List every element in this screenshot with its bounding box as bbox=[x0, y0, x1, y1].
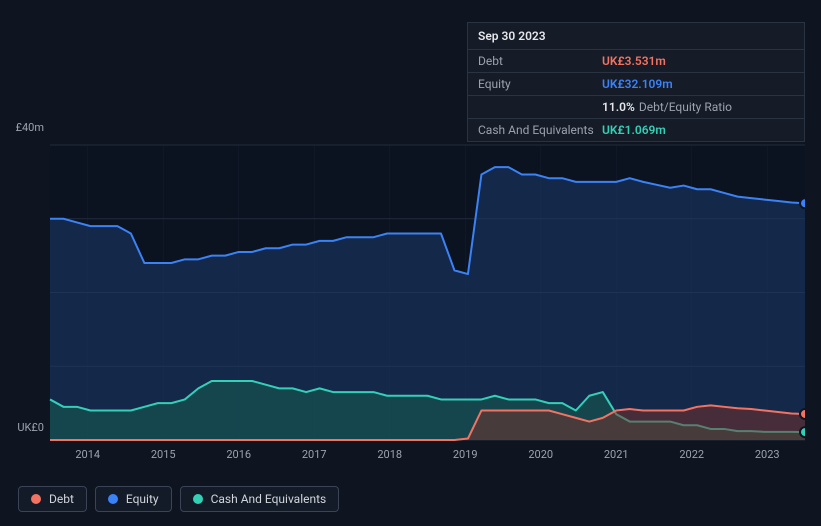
svg-text:2016: 2016 bbox=[226, 448, 251, 461]
tooltip-row-label: Cash And Equivalents bbox=[478, 123, 602, 137]
svg-text:UK£40m: UK£40m bbox=[16, 121, 44, 134]
svg-text:2023: 2023 bbox=[755, 448, 780, 461]
legend-swatch bbox=[193, 494, 203, 504]
svg-text:2022: 2022 bbox=[679, 448, 704, 461]
tooltip-row: Cash And EquivalentsUK£1.069m bbox=[468, 119, 804, 141]
legend-swatch bbox=[108, 494, 118, 504]
svg-text:2014: 2014 bbox=[75, 448, 100, 461]
legend-label: Cash And Equivalents bbox=[211, 492, 327, 506]
chart-tooltip: Sep 30 2023 DebtUK£3.531mEquityUK£32.109… bbox=[467, 22, 805, 142]
svg-text:2019: 2019 bbox=[453, 448, 478, 461]
tooltip-date: Sep 30 2023 bbox=[468, 23, 804, 50]
legend-label: Equity bbox=[126, 492, 159, 506]
tooltip-row-label bbox=[478, 100, 602, 114]
tooltip-row-suffix: Debt/Equity Ratio bbox=[639, 100, 732, 114]
legend-swatch bbox=[31, 494, 41, 504]
svg-text:2017: 2017 bbox=[302, 448, 327, 461]
tooltip-row-value: 11.0% bbox=[602, 100, 635, 114]
tooltip-row: DebtUK£3.531m bbox=[468, 50, 804, 73]
tooltip-row-value: UK£32.109m bbox=[602, 77, 673, 91]
tooltip-row-value: UK£3.531m bbox=[602, 54, 666, 68]
chart-legend: Debt Equity Cash And Equivalents bbox=[18, 486, 339, 512]
tooltip-row: EquityUK£32.109m bbox=[468, 73, 804, 96]
svg-text:2018: 2018 bbox=[377, 448, 402, 461]
tooltip-row: 11.0% Debt/Equity Ratio bbox=[468, 96, 804, 119]
svg-text:2015: 2015 bbox=[151, 448, 176, 461]
svg-text:2021: 2021 bbox=[604, 448, 629, 461]
legend-label: Debt bbox=[49, 492, 74, 506]
svg-text:2020: 2020 bbox=[528, 448, 553, 461]
tooltip-row-label: Equity bbox=[478, 77, 602, 91]
tooltip-row-label: Debt bbox=[478, 54, 602, 68]
tooltip-row-value: UK£1.069m bbox=[602, 123, 666, 137]
svg-text:UK£0: UK£0 bbox=[17, 421, 44, 434]
legend-item[interactable]: Debt bbox=[18, 486, 87, 512]
legend-item[interactable]: Cash And Equivalents bbox=[180, 486, 340, 512]
legend-item[interactable]: Equity bbox=[95, 486, 172, 512]
